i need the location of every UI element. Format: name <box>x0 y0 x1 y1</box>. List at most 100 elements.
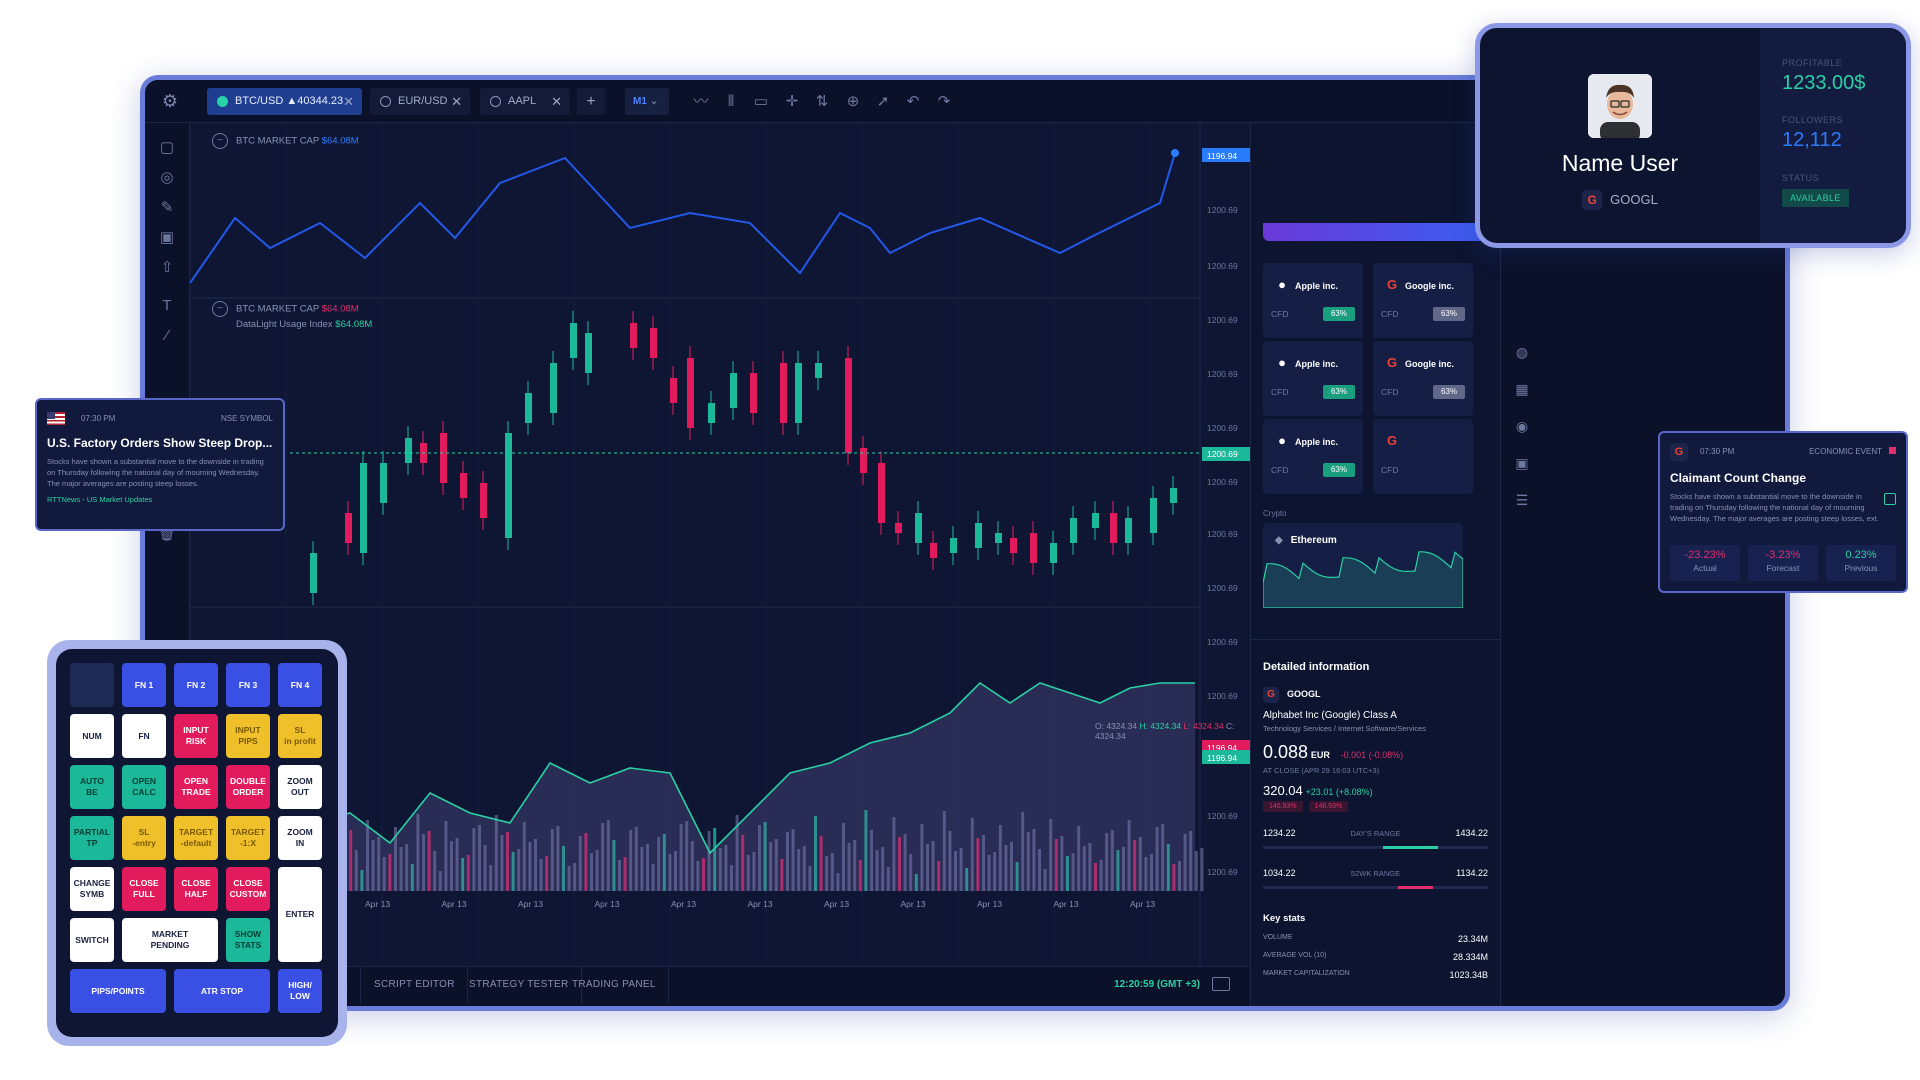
key-zoom-in[interactable]: ZOOM IN <box>278 816 322 860</box>
key-atr-stop[interactable]: ATR STOP <box>174 969 270 1013</box>
calendar-icon[interactable]: ▦ <box>1515 381 1529 397</box>
coins-icon[interactable]: ◉ <box>1515 418 1529 434</box>
key-input-risk[interactable]: INPUT RISK <box>174 714 218 758</box>
tab-eurusd[interactable]: EUR/USD ✕ <box>370 88 470 115</box>
frame-tool-icon[interactable]: ▣ <box>159 229 175 246</box>
close-tab-icon[interactable]: ✕ <box>451 94 462 109</box>
watchlist-card[interactable]: G Google inc. CFD 63% <box>1373 263 1473 338</box>
timeframe-select[interactable]: M1 ⌄ <box>625 88 669 115</box>
bottom-panel-tabs: NOTES SCRIPT EDITOR STRATEGY TESTER TRAD… <box>190 966 1250 1006</box>
collapse-panel-icon[interactable]: – <box>212 301 228 317</box>
tab-strategy-tester[interactable]: STRATEGY TESTER <box>457 967 582 1003</box>
candles-icon[interactable]: ⫴ <box>727 93 735 110</box>
key-fn[interactable]: FN <box>122 714 166 758</box>
candle <box>1110 513 1117 543</box>
keypad-inner: FN 1 FN 2 FN 3 FN 4 NUM FN INPUT RISK INPUT PIP… <box>56 649 338 1037</box>
key-fn-2[interactable]: FN 2 <box>174 663 218 707</box>
stat-value: 28.334M <box>1452 952 1488 962</box>
news-notification[interactable]: 07:30 PM NSE SYMBOL U.S. Factory Orders … <box>35 398 285 531</box>
key-fn-3[interactable]: FN 3 <box>226 663 270 707</box>
watchlist-card[interactable]: ● Apple inc. CFD 63% <box>1263 419 1363 494</box>
tab-script-editor[interactable]: SCRIPT EDITOR <box>362 967 468 1003</box>
key-switch[interactable]: SWITCH <box>70 918 114 962</box>
key-target-1-x[interactable]: TARGET -1:X <box>226 816 270 860</box>
watchlist-card[interactable]: ● Apple inc. CFD 63% <box>1263 263 1363 338</box>
watchlist-card[interactable]: G Google inc. CFD 63% <box>1373 341 1473 416</box>
key-pips-points[interactable]: PIPS/POINTS <box>70 969 166 1013</box>
close-tab-icon[interactable]: ✕ <box>551 94 562 109</box>
target-tool-icon[interactable]: ◎ <box>160 169 174 186</box>
candle <box>440 433 447 483</box>
key-change-symb[interactable]: CHANGE SYMB <box>70 867 114 911</box>
settings-gear-icon[interactable]: ⚙ <box>161 91 179 111</box>
tab-aapl[interactable]: AAPL ✕ <box>480 88 570 115</box>
chat-icon[interactable]: ◍ <box>1515 344 1529 360</box>
key-blank[interactable] <box>70 663 114 707</box>
key-open-trade[interactable]: OPEN TRADE <box>174 765 218 809</box>
key-show-stats[interactable]: SHOW STATS <box>226 918 270 962</box>
key-zoom-out[interactable]: ZOOM OUT <box>278 765 322 809</box>
compare-icon[interactable]: ⇅ <box>815 93 829 110</box>
profitable-value: 1233.00$ <box>1782 72 1866 94</box>
key-close-full[interactable]: CLOSE FULL <box>122 867 166 911</box>
volume-bar <box>494 815 498 891</box>
expand-icon[interactable] <box>1884 493 1896 505</box>
key-fn-4[interactable]: FN 4 <box>278 663 322 707</box>
undo-icon[interactable]: ↶ <box>906 93 920 110</box>
chart-area[interactable]: 1196.94 1200.69 1200.69 1200.69 1200.69 1200.… <box>190 123 1250 966</box>
key-open-calc[interactable]: OPEN CALC <box>122 765 166 809</box>
line-tool-icon[interactable]: 〰 <box>693 93 709 110</box>
add-tab-button[interactable]: + <box>577 88 605 115</box>
volume-bar <box>763 822 767 891</box>
text-tool-icon[interactable]: T <box>162 297 172 314</box>
key-sl-entry[interactable]: SL -entry <box>122 816 166 860</box>
crosshair-icon[interactable]: ✛ <box>785 93 799 110</box>
apple-logo-icon: ● <box>1278 355 1286 370</box>
key-close-half[interactable]: CLOSE HALF <box>174 867 218 911</box>
key-target-default[interactable]: TARGET -default <box>174 816 218 860</box>
key-num[interactable]: NUM <box>70 714 114 758</box>
notes-icon[interactable]: ☰ <box>1515 492 1529 508</box>
key-input-pips[interactable]: INPUT PIPS <box>226 714 270 758</box>
close-tab-icon[interactable]: ✕ <box>343 94 354 109</box>
key-enter[interactable]: ENTER <box>278 867 322 962</box>
key-partial-tp[interactable]: PARTIAL TP <box>70 816 114 860</box>
redo-icon[interactable]: ↷ <box>937 93 951 110</box>
tab-status-icon <box>380 96 391 107</box>
contact-icon[interactable]: ▣ <box>1515 455 1529 471</box>
key-high-low[interactable]: HIGH/ LOW <box>278 969 322 1013</box>
volume-bar <box>1004 845 1008 891</box>
tab-btcusd[interactable]: BTC/USD ▲40344.23 ✕ <box>207 88 362 115</box>
key-close-custom[interactable]: CLOSE CUSTOM <box>226 867 270 911</box>
stock-pct-badge: 63% <box>1323 307 1355 321</box>
news-source[interactable]: RTTNews - US Market Updates <box>47 495 153 504</box>
key-double-order[interactable]: DOUBLE ORDER <box>226 765 270 809</box>
volume-bar <box>416 814 420 891</box>
screenshot-icon[interactable] <box>1212 977 1230 991</box>
time-axis-label: Apr 13 <box>901 899 926 909</box>
cursor-icon[interactable]: ➚ <box>876 93 890 110</box>
zoom-icon[interactable]: ⊕ <box>846 93 860 110</box>
watchlist-card[interactable]: ● Apple inc. CFD 63% <box>1263 341 1363 416</box>
user-name: Name User <box>1561 150 1679 176</box>
event-title: Claimant Count Change <box>1670 471 1807 485</box>
template-icon[interactable]: ▭ <box>753 93 769 110</box>
economic-event-notification[interactable]: G 07:30 PM ECONOMIC EVENT Claimant Count… <box>1658 431 1908 593</box>
arrow-up-tool-icon[interactable]: ⇧ <box>160 259 174 276</box>
pen-tool-icon[interactable]: ✎ <box>160 199 174 216</box>
crypto-card[interactable]: ◆ Ethereum <box>1263 523 1463 608</box>
key-fn-1[interactable]: FN 1 <box>122 663 166 707</box>
key-sl-in-profit[interactable]: SL in profit <box>278 714 322 758</box>
watchlist-card[interactable]: G CFD <box>1373 419 1473 494</box>
tab-trading-panel[interactable]: TRADING PANEL <box>560 967 669 1003</box>
collapse-panel-icon[interactable]: – <box>212 133 228 149</box>
key-market-pending[interactable]: MARKET PENDING <box>122 918 218 962</box>
price-chart[interactable]: 1196.94 1200.69 1200.69 1200.69 1200.69 1200.… <box>190 123 1250 966</box>
range-label: DAY'S RANGE <box>1350 829 1401 838</box>
volume-bar <box>573 863 577 891</box>
key-auto-be[interactable]: AUTO BE <box>70 765 114 809</box>
volume-bar <box>903 834 907 891</box>
brush-tool-icon[interactable]: ⁄ <box>165 327 169 344</box>
volume-bar <box>965 868 969 891</box>
rectangle-tool-icon[interactable]: ▢ <box>159 139 175 156</box>
